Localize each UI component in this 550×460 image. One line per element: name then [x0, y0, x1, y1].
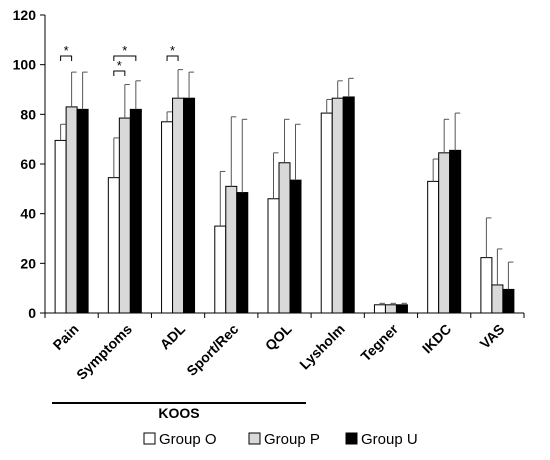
significance-bracket-pain [60, 55, 73, 61]
bar-group-u-symptoms [129, 108, 142, 314]
legend-item-group-u: Group U [345, 431, 418, 448]
bar-group-u-qol [289, 179, 302, 314]
significance-star-symptoms: * [117, 58, 122, 73]
bar-group-o-lysholm [320, 112, 333, 314]
bar-group-o-qol [267, 198, 280, 314]
legend-item-group-p: Group P [248, 431, 320, 448]
significance-star-adl: * [170, 43, 175, 58]
bar-group-u-tegner [395, 304, 408, 314]
significance-markers: *** * [60, 43, 179, 76]
bar-group-o-ikdc [427, 180, 440, 314]
legend-label-group-o: Group O [159, 431, 217, 448]
significance-star-symptoms: * [122, 43, 127, 58]
significance-bracket-adl [166, 55, 179, 61]
bar-group-u-pain [76, 108, 89, 314]
bar-group-o-vas [480, 257, 493, 314]
x-tick-label-ikdc: IKDC [419, 321, 455, 357]
x-tick-label-tegner: Tegner [357, 320, 401, 364]
x-tick-label-qol: QOL [262, 320, 295, 353]
legend-item-group-o: Group O [143, 431, 217, 448]
bar-group-o-adl [161, 121, 174, 314]
y-tick-label: 0 [28, 305, 36, 321]
legend-swatch-group-o [143, 432, 156, 445]
bar-group-p-ikdc [438, 152, 451, 314]
legend-swatch-group-u [345, 432, 358, 445]
legend-swatch-group-p [248, 432, 261, 445]
x-tick-label-pain: Pain [50, 321, 82, 353]
significance-star-pain: * [64, 43, 69, 58]
x-tick-label-symptoms: Symptoms [73, 321, 135, 383]
bar-group-u-adl [183, 97, 196, 314]
category-group: KOOS [52, 402, 306, 421]
bar-group-o-sport-rec [214, 225, 227, 314]
legend-label-group-u: Group U [361, 431, 418, 448]
x-tick-label-adl: ADL [157, 320, 189, 352]
bar-group-p-sport-rec [225, 185, 238, 314]
y-tick-label: 20 [20, 255, 36, 271]
bar-group-p-adl [172, 97, 185, 314]
x-tick-label-sport-rec: Sport/Rec [183, 321, 241, 379]
y-tick-label: 80 [20, 106, 36, 122]
significance-bracket-symptoms [113, 55, 137, 61]
y-tick-label: 120 [13, 7, 37, 23]
koos-group-label: KOOS [158, 405, 199, 421]
y-tick-label: 60 [20, 156, 36, 172]
bar-group-o-pain [54, 139, 67, 314]
bar-group-o-tegner [373, 304, 386, 314]
y-tick-label: 100 [13, 57, 37, 73]
x-tick-label-vas: VAS [477, 321, 508, 352]
bar-group-p-qol [278, 162, 291, 314]
x-tick-label-lysholm: Lysholm [296, 321, 348, 373]
significance-bracket-symptoms [113, 70, 126, 76]
y-tick-label: 40 [20, 206, 36, 222]
bar-group-u-lysholm [342, 96, 355, 314]
bar-group-p-symptoms [118, 117, 131, 314]
legend: Group O Group P Group U [143, 431, 418, 448]
bar-group-p-lysholm [331, 97, 344, 314]
bar-group-p-vas [491, 284, 504, 314]
bar-group-u-ikdc [449, 149, 462, 314]
bar-group-p-pain [65, 106, 78, 314]
bar-group-u-sport-rec [236, 192, 249, 314]
legend-label-group-p: Group P [264, 431, 320, 448]
bar-group-p-tegner [384, 304, 397, 314]
bar-group-o-symptoms [107, 177, 120, 314]
bar-group-u-vas [502, 288, 515, 314]
bars [54, 69, 515, 314]
